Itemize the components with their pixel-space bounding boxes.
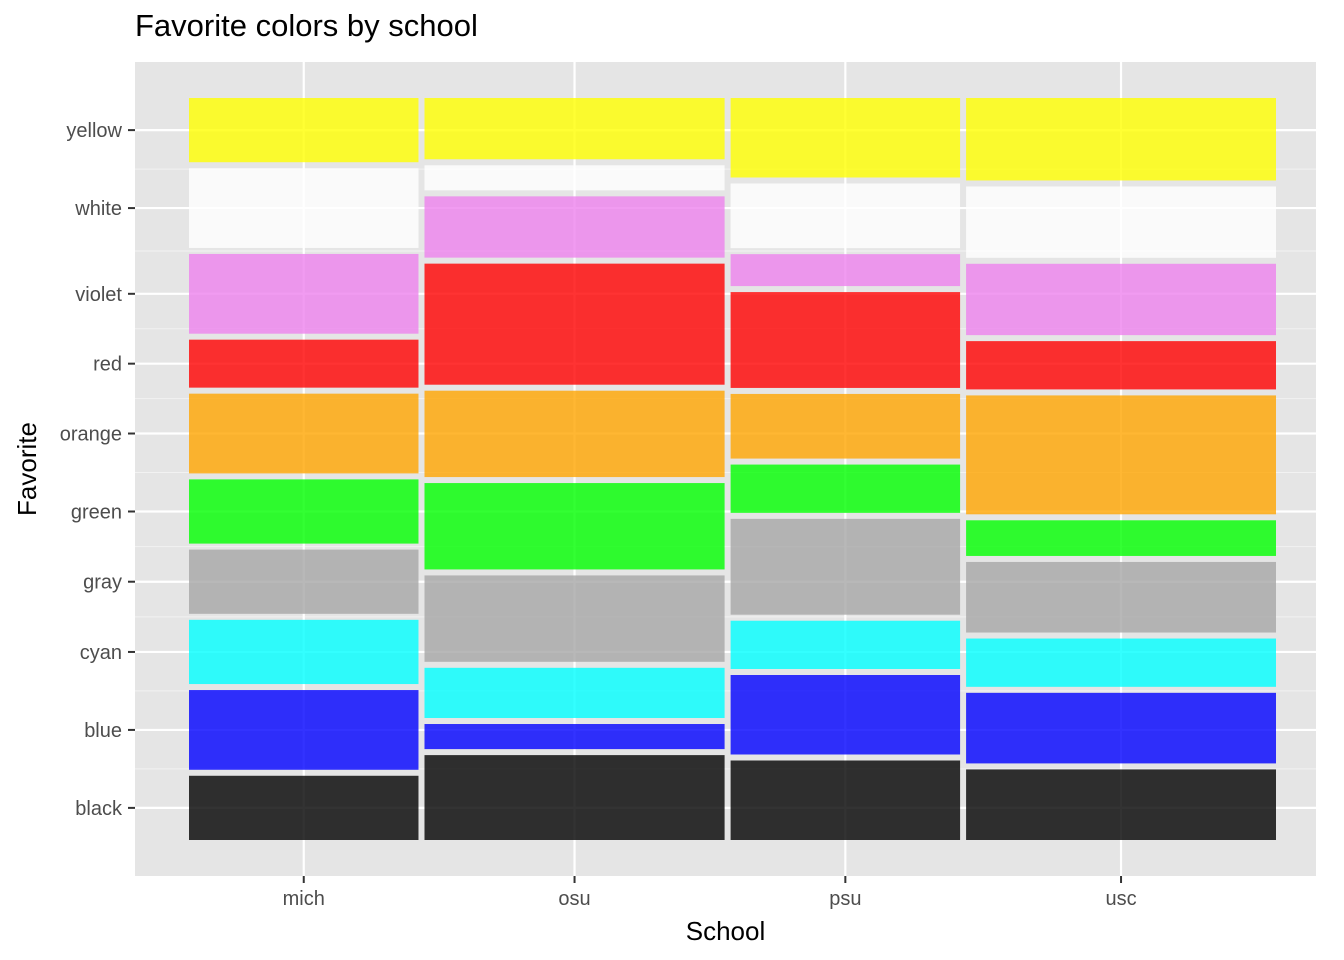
x-tick-label-usc: usc <box>1105 888 1136 910</box>
x-axis-title: School <box>686 916 766 946</box>
tile-usc-black <box>966 769 1276 840</box>
tile-psu-orange <box>730 393 961 459</box>
y-tick-label-red: red <box>93 354 122 376</box>
tile-psu-yellow <box>730 98 961 178</box>
tile-osu-blue <box>424 724 725 750</box>
y-tick-label-blue: blue <box>84 720 122 742</box>
tile-usc-blue <box>966 692 1276 764</box>
tile-mich-black <box>189 775 419 840</box>
tile-osu-gray <box>424 575 725 662</box>
tile-mich-red <box>189 339 419 388</box>
chart-title: Favorite colors by school <box>135 8 478 43</box>
x-tick-label-osu: osu <box>558 888 590 910</box>
tile-psu-violet <box>730 254 961 287</box>
tile-osu-black <box>424 755 725 840</box>
x-tick-label-psu: psu <box>829 888 861 910</box>
tile-osu-orange <box>424 390 725 478</box>
tile-usc-violet <box>966 263 1276 336</box>
tile-mich-orange <box>189 393 419 474</box>
tile-usc-green <box>966 520 1276 556</box>
tile-osu-violet <box>424 196 725 258</box>
tile-mich-white <box>189 168 419 248</box>
y-tick-label-gray: gray <box>83 572 122 594</box>
tile-usc-red <box>966 341 1276 390</box>
tile-psu-red <box>730 292 961 388</box>
y-tick-label-violet: violet <box>75 284 122 306</box>
tile-usc-orange <box>966 395 1276 515</box>
tile-psu-blue <box>730 675 961 755</box>
y-tick-label-green: green <box>71 501 122 523</box>
axes: black blue cyan gray green orange red violet whi… <box>60 120 1137 910</box>
tile-usc-gray <box>966 561 1276 633</box>
tile-mich-blue <box>189 690 419 770</box>
tile-osu-red <box>424 263 725 385</box>
tile-psu-black <box>730 760 961 840</box>
tile-osu-yellow <box>424 98 725 160</box>
y-tick-label-black: black <box>75 798 123 820</box>
y-tick-label-orange: orange <box>60 424 122 446</box>
mosaic-tiles <box>189 98 1276 840</box>
tile-mich-cyan <box>189 619 419 685</box>
tile-usc-yellow <box>966 98 1276 181</box>
tile-psu-cyan <box>730 620 961 669</box>
tile-psu-gray <box>730 518 961 615</box>
tile-osu-cyan <box>424 667 725 719</box>
tile-usc-cyan <box>966 638 1276 687</box>
tile-mich-yellow <box>189 98 419 163</box>
tile-osu-white <box>424 165 725 191</box>
tile-psu-green <box>730 464 961 513</box>
tile-mich-gray <box>189 549 419 614</box>
tile-osu-green <box>424 483 725 570</box>
y-tick-label-yellow: yellow <box>66 120 122 142</box>
y-axis-title: Favorite <box>12 422 42 516</box>
tile-psu-white <box>730 183 961 249</box>
tile-mich-green <box>189 479 419 544</box>
y-tick-label-white: white <box>74 198 122 220</box>
tile-usc-white <box>966 186 1276 258</box>
tile-mich-violet <box>189 253 419 334</box>
y-tick-label-cyan: cyan <box>80 642 122 664</box>
x-tick-label-mich: mich <box>283 888 325 910</box>
